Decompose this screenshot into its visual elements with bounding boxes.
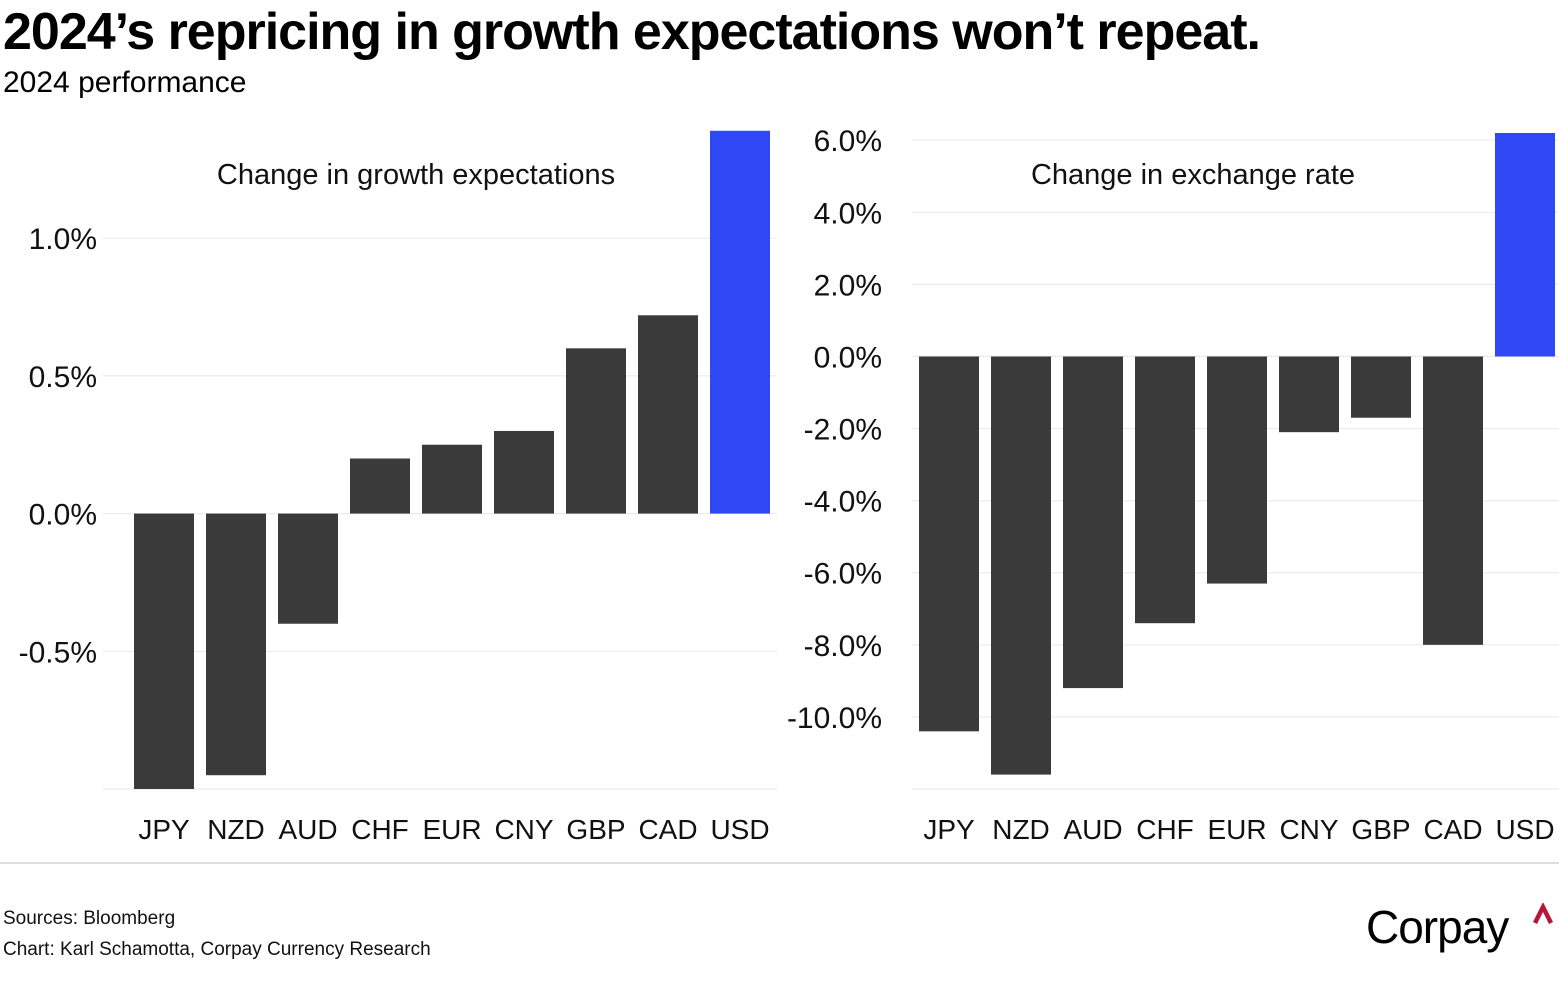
source-note: Sources: Bloomberg: [3, 908, 176, 929]
credit-note: Chart: Karl Schamotta, Corpay Currency R…: [3, 939, 431, 960]
y-tick-label: -4.0%: [804, 486, 882, 519]
y-tick-label: -2.0%: [804, 414, 882, 447]
bar-chf: [350, 458, 410, 514]
y-tick-label: 4.0%: [814, 197, 882, 230]
bar-usd: [710, 130, 770, 514]
x-tick-label: JPY: [923, 814, 975, 845]
caret-up-icon: [1532, 903, 1554, 925]
bar-aud: [1063, 356, 1123, 689]
y-tick-label: -6.0%: [804, 558, 882, 591]
corpay-logo: Corpay: [1366, 901, 1509, 953]
bar-gbp: [566, 348, 626, 514]
y-tick-label: -10.0%: [787, 702, 882, 735]
bar-cad: [1423, 356, 1483, 645]
y-tick-label: 0.0%: [29, 499, 97, 532]
x-tick-label: CHF: [351, 814, 409, 845]
bar-cny: [494, 430, 554, 514]
bar-eur: [422, 444, 482, 514]
x-tick-label: NZD: [207, 814, 265, 845]
bar-usd: [1495, 133, 1555, 357]
x-tick-label: EUR: [422, 814, 481, 845]
bar-aud: [278, 513, 338, 624]
x-tick-label: EUR: [1207, 814, 1266, 845]
y-tick-label: -8.0%: [804, 630, 882, 663]
x-tick-label: GBP: [1351, 814, 1410, 845]
x-tick-label: CAD: [638, 814, 697, 845]
y-tick-label: 1.0%: [29, 223, 97, 256]
chart-title: 2024’s repricing in growth expectations …: [3, 3, 1261, 61]
bar-nzd: [206, 513, 266, 776]
y-tick-label: 6.0%: [814, 125, 882, 158]
x-tick-label: USD: [710, 814, 769, 845]
bar-cad: [638, 315, 698, 514]
bar-gbp: [1351, 356, 1411, 418]
x-tick-label: NZD: [992, 814, 1050, 845]
x-tick-label: CNY: [494, 814, 553, 845]
panel-title: Change in growth expectations: [217, 159, 615, 191]
x-tick-label: GBP: [566, 814, 625, 845]
x-tick-label: AUD: [278, 814, 337, 845]
x-tick-label: CHF: [1136, 814, 1194, 845]
bar-nzd: [991, 356, 1051, 775]
footer-divider: [0, 862, 1559, 864]
y-tick-label: 2.0%: [814, 269, 882, 302]
bar-cny: [1279, 356, 1339, 433]
y-tick-label: -0.5%: [19, 636, 97, 669]
y-tick-label: 0.0%: [814, 341, 882, 374]
x-tick-label: AUD: [1063, 814, 1122, 845]
x-tick-label: JPY: [138, 814, 190, 845]
x-tick-label: CNY: [1279, 814, 1338, 845]
panel-title: Change in exchange rate: [1031, 159, 1355, 191]
x-tick-label: CAD: [1423, 814, 1482, 845]
bar-jpy: [919, 356, 979, 732]
x-tick-label: USD: [1495, 814, 1554, 845]
bar-jpy: [134, 513, 194, 789]
bar-chf: [1135, 356, 1195, 624]
bar-eur: [1207, 356, 1267, 584]
y-tick-label: 0.5%: [29, 361, 97, 394]
chart-subtitle: 2024 performance: [3, 66, 247, 99]
